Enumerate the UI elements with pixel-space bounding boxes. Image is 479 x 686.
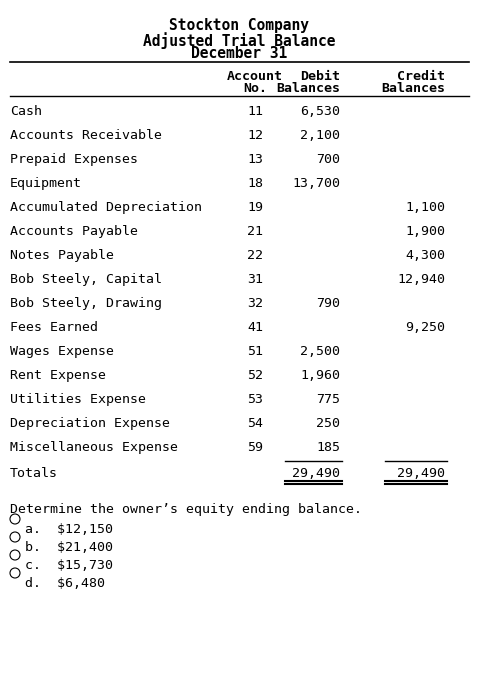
Text: 12: 12: [247, 129, 263, 142]
Text: 250: 250: [316, 417, 340, 430]
Text: d.  $6,480: d. $6,480: [25, 577, 105, 590]
Text: 22: 22: [247, 249, 263, 262]
Text: 31: 31: [247, 273, 263, 286]
Text: 52: 52: [247, 369, 263, 382]
Text: Fees Earned: Fees Earned: [10, 321, 98, 334]
Text: Wages Expense: Wages Expense: [10, 345, 114, 358]
Text: 1,960: 1,960: [300, 369, 340, 382]
Text: Depreciation Expense: Depreciation Expense: [10, 417, 170, 430]
Text: 2,500: 2,500: [300, 345, 340, 358]
Text: Stockton Company: Stockton Company: [169, 18, 309, 33]
Text: Totals: Totals: [10, 467, 58, 480]
Text: Utilities Expense: Utilities Expense: [10, 393, 146, 406]
Text: 9,250: 9,250: [405, 321, 445, 334]
Text: No.: No.: [243, 82, 267, 95]
Text: 12,940: 12,940: [397, 273, 445, 286]
Text: Credit: Credit: [397, 70, 445, 83]
Text: 6,530: 6,530: [300, 105, 340, 118]
Text: 41: 41: [247, 321, 263, 334]
Text: Prepaid Expenses: Prepaid Expenses: [10, 153, 138, 166]
Text: Bob Steely, Capital: Bob Steely, Capital: [10, 273, 162, 286]
Text: 53: 53: [247, 393, 263, 406]
Text: Account: Account: [227, 70, 283, 83]
Text: 700: 700: [316, 153, 340, 166]
Text: Balances: Balances: [381, 82, 445, 95]
Text: 21: 21: [247, 225, 263, 238]
Text: Accumulated Depreciation: Accumulated Depreciation: [10, 201, 202, 214]
Text: 32: 32: [247, 297, 263, 310]
Text: Accounts Payable: Accounts Payable: [10, 225, 138, 238]
Text: 19: 19: [247, 201, 263, 214]
Text: 13: 13: [247, 153, 263, 166]
Text: 11: 11: [247, 105, 263, 118]
Text: December 31: December 31: [191, 46, 287, 61]
Text: 185: 185: [316, 441, 340, 454]
Text: 59: 59: [247, 441, 263, 454]
Text: Balances: Balances: [276, 82, 340, 95]
Text: Equipment: Equipment: [10, 177, 82, 190]
Text: Miscellaneous Expense: Miscellaneous Expense: [10, 441, 178, 454]
Text: Notes Payable: Notes Payable: [10, 249, 114, 262]
Text: b.  $21,400: b. $21,400: [25, 541, 113, 554]
Text: Accounts Receivable: Accounts Receivable: [10, 129, 162, 142]
Text: 2,100: 2,100: [300, 129, 340, 142]
Text: 1,100: 1,100: [405, 201, 445, 214]
Text: 51: 51: [247, 345, 263, 358]
Text: c.  $15,730: c. $15,730: [25, 559, 113, 572]
Text: 29,490: 29,490: [397, 467, 445, 480]
Text: 775: 775: [316, 393, 340, 406]
Text: Rent Expense: Rent Expense: [10, 369, 106, 382]
Text: Adjusted Trial Balance: Adjusted Trial Balance: [143, 32, 335, 49]
Text: 4,300: 4,300: [405, 249, 445, 262]
Text: 54: 54: [247, 417, 263, 430]
Text: 13,700: 13,700: [292, 177, 340, 190]
Text: Cash: Cash: [10, 105, 42, 118]
Text: a.  $12,150: a. $12,150: [25, 523, 113, 536]
Text: 18: 18: [247, 177, 263, 190]
Text: 1,900: 1,900: [405, 225, 445, 238]
Text: 790: 790: [316, 297, 340, 310]
Text: Debit: Debit: [300, 70, 340, 83]
Text: Determine the owner’s equity ending balance.: Determine the owner’s equity ending bala…: [10, 503, 362, 516]
Text: 29,490: 29,490: [292, 467, 340, 480]
Text: Bob Steely, Drawing: Bob Steely, Drawing: [10, 297, 162, 310]
